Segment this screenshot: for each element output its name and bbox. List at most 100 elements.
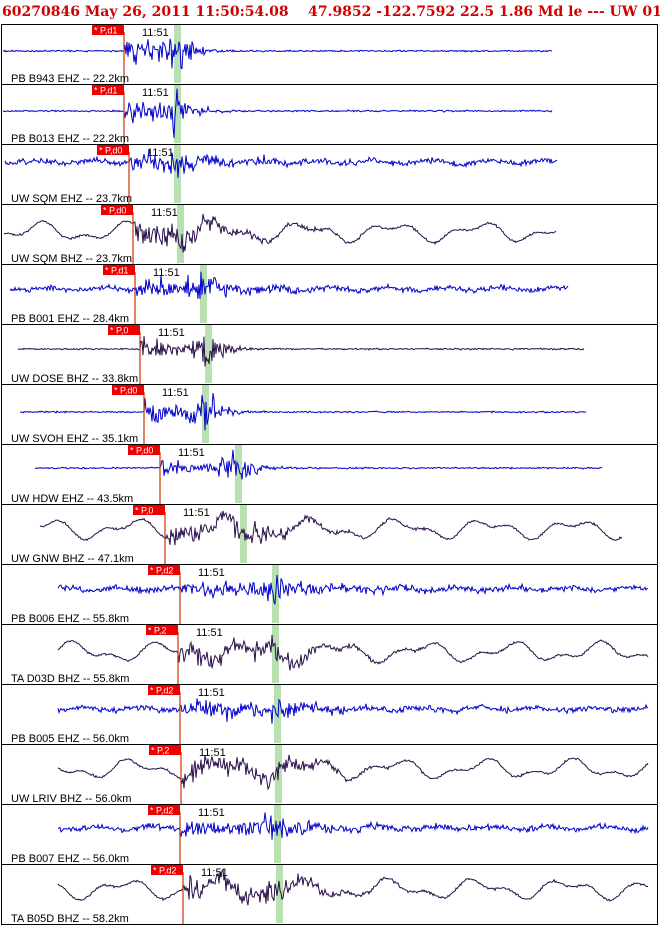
trace-row: * P,2 11:51 UW LRIV BHZ -- 56.0km	[2, 744, 658, 805]
trace-row: * P,d2 11:51 PB B007 EHZ -- 56.0km	[2, 804, 658, 865]
station-label: PB B013 EHZ -- 22.2km	[11, 133, 129, 145]
pick-flag-label: * P,2	[148, 626, 166, 636]
station-label: PB B943 EHZ -- 22.2km	[11, 73, 129, 85]
waveform	[2, 88, 553, 139]
trace-row: * P,d2 11:51 PB B005 EHZ -- 56.0km	[2, 684, 658, 745]
trace-row: * P,2 11:51 TA D03D BHZ -- 55.8km	[2, 624, 658, 685]
pick-flag-label: * P,0	[135, 506, 153, 516]
waveform	[9, 271, 569, 299]
trace-row: * P,d0 11:51 UW HDW EHZ -- 43.5km	[2, 444, 658, 505]
s-window-marker	[276, 865, 283, 923]
time-tick-label: 11:51	[153, 267, 180, 279]
trace-row: * P,d1 11:51 PB B943 EHZ -- 22.2km	[2, 25, 553, 85]
waveform	[57, 634, 649, 671]
trace-row: * P,d0 11:51 UW SQM BHZ -- 23.7km	[2, 204, 658, 265]
time-tick-label: 11:51	[183, 507, 210, 519]
s-window-marker	[177, 205, 184, 263]
pick-flag	[103, 265, 135, 275]
station-label: UW SVOH EHZ -- 35.1km	[11, 433, 138, 445]
time-tick-label: 11:51	[196, 627, 223, 639]
trace-row: * P,d0 11:51 UW SVOH EHZ -- 35.1km	[2, 384, 658, 445]
pick-flag-label: * P,d1	[105, 266, 128, 276]
s-window-marker	[274, 685, 281, 743]
pick-flag	[149, 745, 181, 755]
time-tick-label: 11:51	[162, 387, 189, 399]
pick-flag-label: * P,d1	[94, 26, 117, 36]
pick-flag	[128, 445, 160, 455]
pick-flag-label: * P,d2	[150, 686, 173, 696]
pick-flag	[97, 145, 129, 155]
pick-flag-label: * P,d2	[150, 566, 173, 576]
panel-frame	[1, 24, 658, 925]
waveform	[57, 574, 649, 606]
s-window-marker	[200, 265, 207, 323]
pick-flag-label: * P,d2	[150, 806, 173, 816]
s-window-marker	[174, 85, 181, 143]
s-window-marker	[235, 445, 242, 503]
time-tick-label: 11:51	[198, 807, 225, 819]
trace-row: * P,0 11:51 UW GNW BHZ -- 47.1km	[2, 504, 658, 565]
pick-flag	[148, 565, 180, 575]
pick-flag	[108, 325, 140, 335]
station-label: PB B005 EHZ -- 56.0km	[11, 733, 129, 745]
station-label: UW HDW EHZ -- 43.5km	[11, 493, 133, 505]
trace-row: * P,d2 11:51 TA B05D BHZ -- 58.2km	[2, 864, 658, 925]
waveform	[58, 812, 649, 840]
station-label: UW GNW BHZ -- 47.1km	[11, 553, 134, 565]
time-tick-label: 11:51	[199, 747, 226, 759]
waveform	[17, 336, 585, 367]
station-label: UW LRIV BHZ -- 56.0km	[11, 793, 131, 805]
trace-row: * P,d1 11:51 PB B013 EHZ -- 22.2km	[2, 84, 658, 145]
time-tick-label: 11:51	[178, 447, 205, 459]
time-tick-label: 11:51	[147, 147, 174, 159]
pick-flag	[146, 625, 178, 635]
trace-row: * P,d0 11:51 UW SQM EHZ -- 23.7km	[2, 144, 658, 205]
waveform	[57, 754, 649, 791]
station-label: UW SQM EHZ -- 23.7km	[11, 193, 132, 205]
pick-flag-label: * P,d0	[114, 386, 137, 396]
waveform	[3, 213, 557, 253]
station-label: UW DOSE BHZ -- 33.8km	[11, 373, 138, 385]
time-tick-label: 11:51	[142, 27, 169, 39]
pick-flag-label: * P,d1	[94, 86, 117, 96]
pick-flag-label: * P,d0	[130, 446, 153, 456]
time-tick-label: 11:51	[198, 687, 225, 699]
pick-flag	[92, 25, 124, 35]
waveform	[57, 698, 649, 724]
s-window-marker	[205, 325, 212, 383]
station-label: TA B05D BHZ -- 58.2km	[11, 913, 129, 925]
time-tick-label: 11:51	[201, 867, 228, 879]
s-window-marker	[240, 505, 247, 563]
station-label: PB B001 EHZ -- 28.4km	[11, 313, 129, 325]
pick-flag	[148, 805, 180, 815]
station-label: TA D03D BHZ -- 55.8km	[11, 673, 129, 685]
station-label: UW SQM BHZ -- 23.7km	[11, 253, 132, 265]
time-tick-label: 11:51	[198, 567, 225, 579]
waveform	[34, 449, 603, 480]
s-window-marker	[174, 25, 181, 83]
pick-flag	[148, 685, 180, 695]
pick-flag-label: * P,2	[151, 746, 169, 756]
time-tick-label: 11:51	[158, 327, 185, 339]
pick-flag	[133, 505, 165, 515]
waveform	[19, 393, 587, 431]
pick-flag-label: * P,0	[110, 326, 128, 336]
event-header: 60270846 May 26, 2011 11:50:54.08 47.985…	[2, 4, 660, 20]
trace-row: * P,0 11:51 UW DOSE BHZ -- 33.8km	[2, 324, 658, 385]
pick-flag-label: * P,d0	[103, 206, 126, 216]
station-label: PB B006 EHZ -- 55.8km	[11, 613, 129, 625]
time-tick-label: 11:51	[142, 87, 169, 99]
waveform	[57, 868, 649, 906]
station-label: PB B007 EHZ -- 56.0km	[11, 853, 129, 865]
pick-flag-label: * P,d2	[153, 866, 176, 876]
waveform	[2, 38, 553, 70]
waveform	[4, 149, 558, 178]
pick-flag	[112, 385, 144, 395]
pick-flag-label: * P,d0	[99, 146, 122, 156]
pick-flag	[92, 85, 124, 95]
pick-flag	[101, 205, 133, 215]
waveform	[39, 510, 623, 546]
pick-flag	[151, 865, 183, 875]
